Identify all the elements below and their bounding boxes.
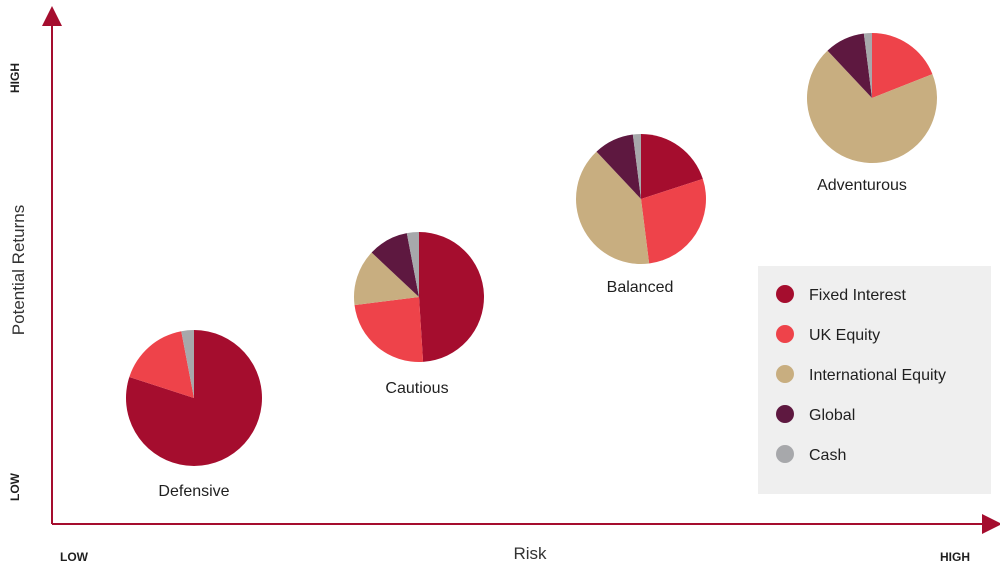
pie-label-cautious: Cautious	[385, 380, 448, 397]
pie-slice-balanced-international-equity	[576, 151, 650, 264]
legend-label-international-equity: International Equity	[809, 367, 946, 384]
legend-marker-fixed-interest	[776, 285, 794, 303]
pie-slice-balanced-uk-equity	[641, 178, 706, 264]
pie-slice-adventurous-global	[827, 33, 872, 98]
pie-slice-cautious-global	[371, 233, 419, 297]
pie-slice-cautious-uk-equity	[354, 297, 424, 362]
x-axis-title: Risk	[513, 544, 547, 563]
pie-slice-balanced-cash	[632, 134, 641, 199]
legend-marker-cash	[776, 445, 794, 463]
pie-slice-defensive-uk-equity	[129, 331, 194, 398]
legend-marker-international-equity	[776, 365, 794, 383]
pie-slice-cautious-cash	[406, 232, 419, 297]
legend-box	[758, 266, 991, 494]
y-axis-title: Potential Returns	[9, 205, 28, 335]
pie-label-adventurous: Adventurous	[817, 177, 907, 194]
pie-slice-balanced-fixed-interest	[641, 134, 703, 199]
portfolio-pies: Defensive Cautious Balanced Adventurous	[126, 33, 937, 500]
x-axis-low-label: LOW	[60, 550, 89, 563]
pie-slice-cautious-fixed-interest	[419, 232, 484, 362]
legend-label-cash: Cash	[809, 447, 846, 464]
pie-label-balanced: Balanced	[607, 279, 674, 296]
pie-slice-balanced-global	[596, 134, 641, 199]
legend-label-uk-equity: UK Equity	[809, 327, 880, 344]
legend-marker-global	[776, 405, 794, 423]
x-axis-high-label: HIGH	[940, 550, 970, 563]
pie-slice-cautious-international-equity	[354, 252, 419, 306]
legend-label-fixed-interest: Fixed Interest	[809, 287, 906, 304]
pie-slice-defensive-cash	[181, 330, 194, 398]
pie-slice-adventurous-cash	[863, 33, 872, 98]
legend-marker-uk-equity	[776, 325, 794, 343]
pie-label-defensive: Defensive	[158, 483, 229, 500]
pie-slice-adventurous-uk-equity	[872, 33, 933, 98]
pie-slice-adventurous-international-equity	[807, 50, 937, 164]
legend: Fixed Interest UK Equity International Equ…	[758, 266, 991, 494]
y-axis-low-label: LOW	[8, 472, 22, 501]
y-axis-high-label: HIGH	[8, 63, 22, 93]
legend-label-global: Global	[809, 407, 855, 424]
